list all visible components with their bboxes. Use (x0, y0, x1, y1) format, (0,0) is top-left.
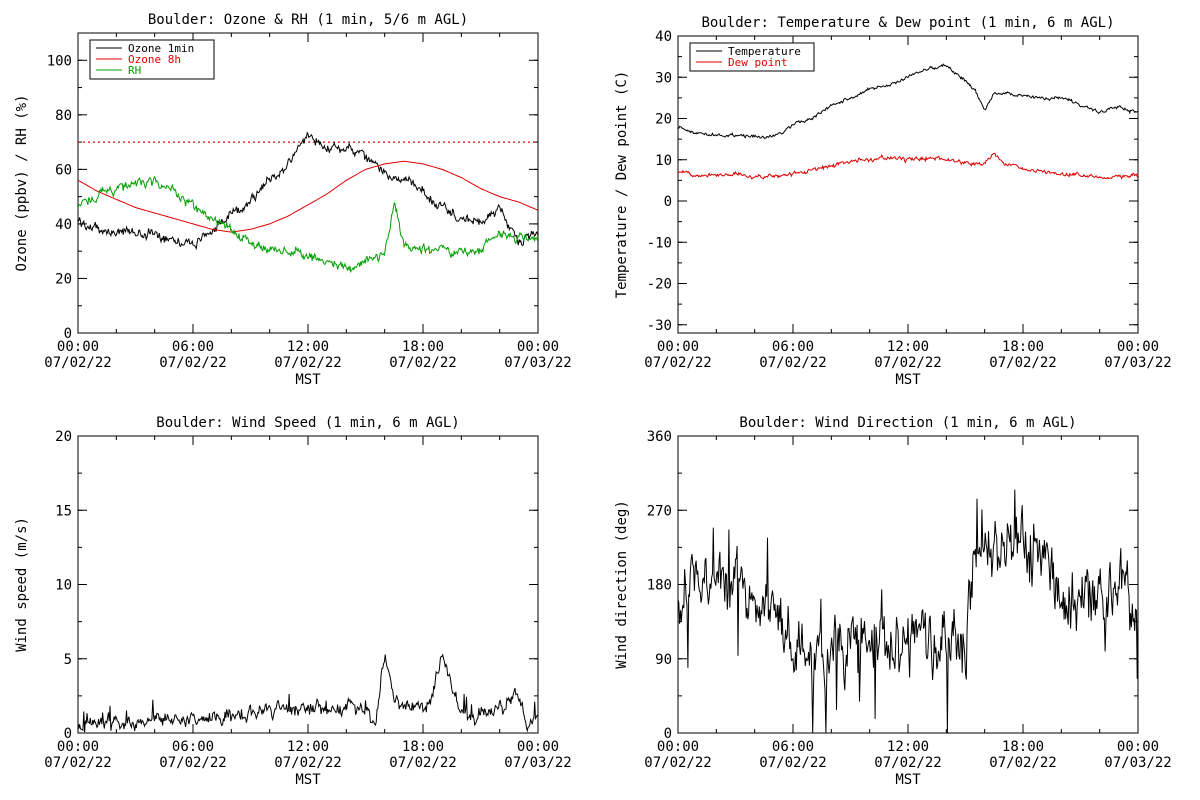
x-tick-date-label: 07/02/22 (159, 355, 226, 371)
x-tick-time-label: 18:00 (402, 339, 444, 355)
x-tick-time-label: 00:00 (657, 739, 699, 755)
series-line-main (78, 653, 538, 733)
series-line-dew-point (678, 153, 1138, 180)
y-tick-label: 20 (55, 429, 72, 445)
y-tick-label: 10 (655, 153, 672, 169)
legend-entry: RH (128, 64, 141, 77)
y-tick-label: 5 (64, 652, 72, 668)
chart-title: Boulder: Ozone & RH (1 min, 5/6 m AGL) (148, 12, 468, 28)
y-tick-label: 60 (55, 162, 72, 178)
y-tick-label: 270 (647, 503, 672, 519)
x-tick-date-label: 07/02/22 (874, 355, 941, 371)
y-tick-label: 10 (55, 578, 72, 594)
x-tick-time-label: 00:00 (1117, 339, 1159, 355)
y-axis-label: Wind speed (m/s) (14, 517, 30, 652)
y-tick-label: 20 (55, 271, 72, 287)
chart-title: Boulder: Wind Speed (1 min, 6 m AGL) (156, 415, 459, 431)
y-axis-label: Wind direction (deg) (614, 500, 630, 669)
x-tick-date-label: 07/02/22 (989, 355, 1056, 371)
x-tick-date-label: 07/02/22 (274, 355, 341, 371)
x-tick-date-label: 07/03/22 (504, 755, 571, 771)
x-tick-time-label: 06:00 (772, 339, 814, 355)
y-tick-label: 90 (655, 652, 672, 668)
series-line-rh (78, 175, 538, 274)
series-line-ozone-8h (78, 160, 538, 233)
y-axis-label: Temperature / Dew point (C) (614, 71, 630, 299)
x-tick-date-label: 07/03/22 (1104, 755, 1171, 771)
x-tick-time-label: 06:00 (772, 739, 814, 755)
series-line-ozone-1min (78, 131, 538, 251)
legend-box (689, 42, 815, 72)
y-tick-label: 180 (647, 578, 672, 594)
x-tick-date-label: 07/02/22 (159, 755, 226, 771)
x-tick-date-label: 07/02/22 (274, 755, 341, 771)
x-tick-time-label: 00:00 (1117, 739, 1159, 755)
x-tick-time-label: 00:00 (517, 339, 559, 355)
y-tick-label: 40 (55, 217, 72, 233)
series-line-temperature (678, 63, 1138, 140)
x-tick-time-label: 18:00 (1002, 739, 1044, 755)
chart-title: Boulder: Temperature & Dew point (1 min,… (701, 15, 1114, 31)
x-tick-time-label: 00:00 (57, 339, 99, 355)
legend-entry: Dew point (728, 56, 788, 69)
x-tick-date-label: 07/02/22 (389, 355, 456, 371)
y-tick-label: 80 (55, 108, 72, 124)
y-tick-label: 15 (55, 503, 72, 519)
y-tick-label: 40 (655, 29, 672, 45)
y-tick-label: 0 (64, 726, 72, 742)
y-tick-label: -20 (647, 277, 672, 293)
y-tick-label: 20 (655, 112, 672, 128)
x-axis-label: MST (295, 372, 321, 388)
ozone-rh-panel: Boulder: Ozone & RH (1 min, 5/6 m AGL) Oz… (14, 12, 572, 388)
x-axis-label: MST (295, 772, 321, 788)
x-tick-date-label: 07/02/22 (44, 355, 111, 371)
x-tick-time-label: 18:00 (402, 739, 444, 755)
x-tick-date-label: 07/03/22 (504, 355, 571, 371)
y-tick-label: 0 (664, 194, 672, 210)
x-tick-time-label: 00:00 (657, 339, 699, 355)
x-tick-date-label: 07/02/22 (989, 755, 1056, 771)
y-tick-label: 0 (64, 326, 72, 342)
y-tick-label: 360 (647, 429, 672, 445)
x-tick-date-label: 07/02/22 (759, 355, 826, 371)
x-tick-time-label: 12:00 (887, 739, 929, 755)
x-axis-label: MST (895, 372, 921, 388)
x-tick-date-label: 07/02/22 (389, 755, 456, 771)
y-axis-label: Ozone (ppbv) / RH (%) (14, 94, 30, 271)
x-tick-date-label: 07/02/22 (644, 355, 711, 371)
x-tick-date-label: 07/02/22 (759, 755, 826, 771)
legend-entry: Temperature (728, 45, 801, 58)
x-tick-date-label: 07/02/22 (44, 755, 111, 771)
wind-direction-panel: Boulder: Wind Direction (1 min, 6 m AGL)… (614, 415, 1172, 788)
x-axis-label: MST (895, 772, 921, 788)
x-tick-time-label: 18:00 (1002, 339, 1044, 355)
legend-entry: Ozone 8h (128, 53, 181, 66)
chart-title: Boulder: Wind Direction (1 min, 6 m AGL) (739, 415, 1076, 431)
x-tick-time-label: 12:00 (887, 339, 929, 355)
temperature-dewpoint-panel: Boulder: Temperature & Dew point (1 min,… (614, 15, 1172, 388)
x-tick-time-label: 00:00 (517, 739, 559, 755)
x-tick-time-label: 00:00 (57, 739, 99, 755)
x-tick-time-label: 06:00 (172, 739, 214, 755)
x-tick-time-label: 06:00 (172, 339, 214, 355)
wind-speed-panel: Boulder: Wind Speed (1 min, 6 m AGL) Wind… (14, 415, 572, 788)
x-tick-time-label: 12:00 (287, 739, 329, 755)
series-line-main (678, 489, 1138, 733)
x-tick-time-label: 12:00 (287, 339, 329, 355)
y-tick-label: -10 (647, 235, 672, 251)
legend-entry: Ozone 1min (128, 42, 194, 55)
y-tick-label: -30 (647, 318, 672, 334)
y-tick-label: 100 (47, 53, 72, 69)
y-tick-label: 0 (664, 726, 672, 742)
x-tick-date-label: 07/02/22 (874, 755, 941, 771)
x-tick-date-label: 07/02/22 (644, 755, 711, 771)
y-tick-label: 30 (655, 70, 672, 86)
x-tick-date-label: 07/03/22 (1104, 355, 1171, 371)
